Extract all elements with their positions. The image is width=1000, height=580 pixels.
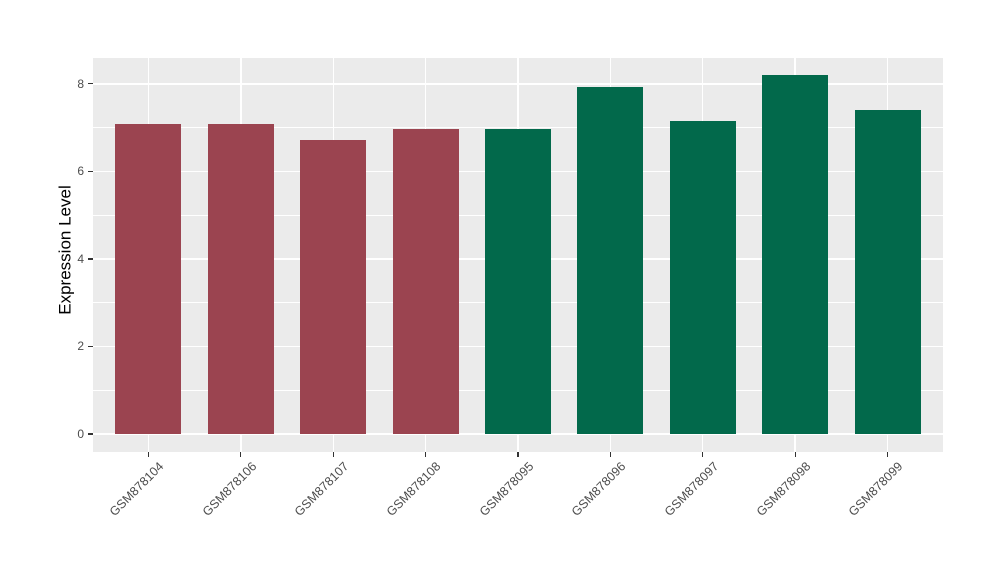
x-tick-mark	[609, 452, 611, 457]
y-tick-label: 8	[77, 76, 84, 91]
x-tick-mark	[147, 452, 150, 457]
x-tick-mark	[425, 452, 427, 457]
x-tick-mark	[240, 452, 242, 457]
bar-GSM878095	[485, 128, 551, 435]
y-tick-label: 4	[77, 251, 84, 266]
x-tick-label-GSM878108: GSM878108	[384, 459, 444, 519]
y-tick-mark	[88, 345, 93, 348]
y-tick-mark	[88, 83, 93, 85]
y-tick-label: 2	[77, 339, 84, 354]
bar-GSM878108	[392, 129, 459, 435]
y-tick-mark	[88, 433, 93, 435]
bar-GSM878106	[207, 124, 274, 435]
plot-panel	[93, 58, 943, 452]
x-tick-mark	[702, 452, 704, 457]
y-tick-mark	[88, 170, 93, 172]
x-tick-label-GSM878106: GSM878106	[199, 459, 260, 519]
x-tick-label-GSM878098: GSM878098	[753, 459, 814, 519]
x-tick-mark	[332, 452, 334, 457]
y-tick-label: 6	[77, 164, 84, 179]
bar-GSM878097	[669, 121, 736, 435]
x-tick-mark	[886, 452, 889, 457]
bar-GSM878096	[577, 87, 644, 435]
x-tick-label-GSM878095: GSM878095	[476, 459, 537, 519]
bar-GSM878099	[854, 109, 921, 435]
y-tick-mark	[88, 258, 93, 260]
bar-GSM878098	[762, 74, 829, 435]
x-tick-label-GSM878099: GSM878099	[846, 459, 906, 519]
x-tick-label-GSM878104: GSM878104	[107, 459, 167, 519]
x-tick-mark	[517, 452, 519, 457]
y-tick-label: 0	[77, 427, 84, 442]
bar-GSM878107	[300, 139, 367, 435]
x-tick-mark	[794, 452, 796, 457]
bar-GSM878104	[115, 123, 182, 435]
y-axis-title: Expression Level	[55, 185, 75, 315]
x-tick-label-GSM878107: GSM878107	[291, 459, 352, 519]
x-tick-label-GSM878097: GSM878097	[661, 459, 721, 519]
x-tick-label-GSM878096: GSM878096	[569, 459, 629, 519]
